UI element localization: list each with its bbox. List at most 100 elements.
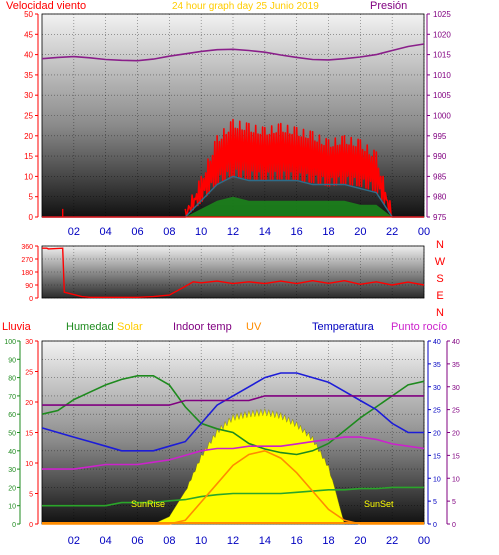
wind-speed-tick-label: 10: [24, 172, 33, 181]
x-tick-label: 04: [100, 535, 112, 547]
wind-speed-tick-label: 5: [29, 193, 34, 202]
compass-label: E: [436, 290, 443, 302]
temperature-tick-label: 0: [433, 522, 437, 529]
solar-low-line: [42, 486, 424, 507]
wind-speed-tick-label: 35: [24, 71, 33, 80]
dew-point-tick-label: 20: [452, 431, 460, 438]
dew-point-tick-label: 25: [452, 408, 460, 415]
dew-point-tick-label: 40: [452, 339, 460, 346]
pressure-tick-label: 1025: [433, 10, 451, 19]
wind-speed-tick-label: 15: [24, 152, 33, 161]
humidity-tick-label: 40: [8, 449, 16, 456]
x-tick-label: 12: [227, 535, 239, 547]
temperature-tick-label: 25: [433, 408, 441, 415]
rain-tick-label: 0: [29, 522, 33, 529]
x-tick-label: 00: [418, 535, 430, 547]
rain-tick-label: 20: [25, 400, 33, 407]
direction-tick-label: 360: [21, 244, 33, 251]
temperature-tick-label: 40: [433, 339, 441, 346]
pressure-tick-label: 1020: [433, 30, 451, 39]
wind-panel-marks: [41, 43, 425, 218]
x-tick-label: 08: [163, 535, 175, 547]
compass-label: N: [436, 239, 444, 251]
temperature-tick-label: 10: [433, 476, 441, 483]
wind-speed-tick-label: 30: [24, 91, 33, 100]
rain-tick-label: 25: [25, 370, 33, 377]
chart-title: 24 hour graph day 25 Junio 2019: [172, 1, 319, 12]
pressure-tick-label: 980: [433, 193, 447, 202]
temperature-title: Temperatura: [312, 321, 375, 333]
wind-panel-grid: [41, 13, 425, 218]
x-tick-label: 06: [131, 535, 143, 547]
pressure-tick-label: 1010: [433, 71, 451, 80]
temp-panel-axes: 0102030405060708090100051015202530051015…: [4, 339, 460, 529]
pressure-tick-label: 995: [433, 132, 447, 141]
pressure-tick-label: 975: [433, 213, 447, 222]
temperature-tick-label: 20: [433, 431, 441, 438]
pressure-tick-label: 1005: [433, 91, 451, 100]
wind-speed-tick-label: 40: [24, 51, 33, 60]
temperature-tick-label: 30: [433, 385, 441, 392]
dew-point-line: [42, 436, 425, 470]
wind-speed-axis-title: Velocidad viento: [6, 0, 86, 12]
indoor-temp-line: [42, 395, 424, 406]
dew-point-tick-label: 35: [452, 362, 460, 369]
x-tick-label: 14: [259, 226, 271, 238]
direction-tick-label: 180: [21, 270, 33, 277]
solar-axis-title: Solar: [117, 321, 143, 333]
compass-label: N: [436, 307, 444, 319]
solar-radiation-area: [153, 407, 345, 525]
wind-speed-tick-label: 25: [24, 112, 33, 121]
wind-speed-tick-label: 50: [24, 10, 33, 19]
x-tick-label: 08: [163, 226, 175, 238]
indoor-temp-title: Indoor temp: [173, 321, 232, 333]
temperature-line: [41, 372, 424, 452]
humidity-tick-label: 10: [8, 504, 16, 511]
humidity-tick-label: 80: [8, 376, 16, 383]
plot-frame: [41, 245, 425, 299]
temperature-tick-label: 5: [433, 499, 437, 506]
sunrise-label: SunRise: [131, 499, 165, 509]
wind-gust-line: [184, 118, 393, 218]
temp-panel-x-axis: 02 04 06 08 10 12 14 16 18 20 22 00: [68, 535, 430, 547]
wind-direction-line: [42, 247, 425, 298]
pressure-axis: 975 980 985 990 995 1000 1005 1010 1015 1020 1025: [426, 10, 451, 222]
humidity-line: [41, 375, 425, 456]
temperature-tick-label: 15: [433, 453, 441, 460]
sunset-label: SunSet: [364, 499, 394, 509]
direction-panel-marks: [42, 247, 425, 298]
uv-title: UV: [246, 321, 262, 333]
compass-label: W: [435, 256, 446, 268]
direction-tick-label: 90: [25, 283, 33, 290]
direction-axis: 0 90 180 270 360: [21, 244, 39, 303]
direction-tick-label: 0: [29, 296, 33, 303]
x-tick-label: 02: [68, 226, 80, 238]
humidity-tick-label: 90: [8, 357, 16, 364]
x-tick-label: 10: [195, 226, 207, 238]
rain-tick-label: 5: [29, 492, 33, 499]
x-tick-label: 22: [386, 226, 398, 238]
dew-point-tick-label: 0: [452, 522, 456, 529]
x-tick-label: 20: [354, 535, 366, 547]
x-tick-label: 02: [68, 535, 80, 547]
humidity-tick-label: 100: [4, 339, 16, 346]
x-tick-label: 06: [131, 226, 143, 238]
dew-point-tick-label: 10: [452, 476, 460, 483]
x-tick-label: 04: [100, 226, 112, 238]
rain-tick-label: 10: [25, 461, 33, 468]
x-tick-label: 22: [386, 535, 398, 547]
humidity-tick-label: 0: [12, 522, 16, 529]
pressure-line: [41, 43, 425, 62]
dew-point-tick-label: 5: [452, 499, 456, 506]
temp-panel-marks: [41, 372, 425, 525]
humidity-axis-title: Humedad: [66, 321, 114, 333]
rain-axis-title: Lluvia: [2, 321, 32, 333]
temperature-tick-label: 35: [433, 362, 441, 369]
compass-label: S: [436, 273, 443, 285]
pressure-tick-label: 985: [433, 172, 447, 181]
rain-tick-label: 30: [25, 339, 33, 346]
wind-speed-tick-label: 20: [24, 132, 33, 141]
